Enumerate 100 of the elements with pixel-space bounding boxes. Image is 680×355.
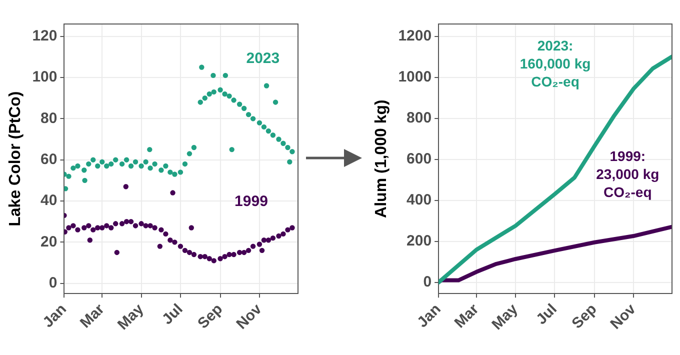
point bbox=[108, 161, 114, 167]
y-axis-title: Lake Color (PtCo) bbox=[7, 91, 24, 226]
annotation: 1999: 23,000 kg CO₂-eq bbox=[596, 148, 660, 200]
point bbox=[276, 233, 282, 239]
point bbox=[266, 238, 272, 243]
y-tick-label: 600 bbox=[406, 150, 432, 168]
point bbox=[206, 91, 212, 97]
point bbox=[168, 170, 173, 175]
x-tick-label: May bbox=[114, 300, 148, 334]
point bbox=[124, 157, 130, 162]
x-tick-label: Jul bbox=[158, 300, 186, 328]
point bbox=[123, 184, 128, 190]
y-tick-label: 100 bbox=[32, 68, 58, 86]
point bbox=[64, 186, 68, 192]
point bbox=[178, 244, 184, 249]
y-axis-title: Alum (1,000 kg) bbox=[373, 100, 390, 218]
point bbox=[218, 256, 223, 262]
point bbox=[241, 250, 247, 256]
point bbox=[290, 149, 295, 154]
point bbox=[229, 146, 234, 152]
point bbox=[259, 248, 265, 254]
point bbox=[250, 116, 256, 122]
point bbox=[266, 128, 272, 134]
point bbox=[186, 151, 192, 156]
point bbox=[290, 225, 295, 230]
point bbox=[270, 132, 276, 138]
point bbox=[128, 163, 134, 169]
point bbox=[191, 144, 197, 150]
point bbox=[163, 163, 168, 169]
point bbox=[128, 219, 134, 224]
point bbox=[82, 225, 87, 230]
y-tick-label: 60 bbox=[40, 150, 58, 168]
point bbox=[256, 242, 262, 247]
point bbox=[90, 157, 96, 162]
x-tick-label: Mar bbox=[76, 300, 108, 332]
y-tick-label: 0 bbox=[423, 274, 432, 290]
annotation: 2023: 160,000 kg CO₂-eq bbox=[520, 37, 591, 90]
y-tick-label: 800 bbox=[406, 109, 432, 126]
point bbox=[231, 252, 236, 258]
point bbox=[186, 250, 192, 256]
point bbox=[104, 163, 110, 169]
point bbox=[191, 252, 197, 258]
point bbox=[87, 238, 93, 243]
point bbox=[95, 225, 100, 230]
point bbox=[202, 96, 208, 101]
point bbox=[132, 223, 138, 228]
point bbox=[66, 174, 72, 179]
point bbox=[272, 100, 278, 105]
point bbox=[206, 256, 212, 262]
point bbox=[82, 168, 87, 173]
point bbox=[158, 227, 164, 232]
y-tick-label: 400 bbox=[406, 191, 432, 208]
point bbox=[152, 161, 158, 167]
point bbox=[188, 225, 194, 230]
point bbox=[158, 168, 164, 173]
point bbox=[236, 250, 242, 256]
point bbox=[246, 248, 252, 254]
x-tick-label: Sep bbox=[568, 300, 600, 332]
point bbox=[270, 235, 276, 241]
point bbox=[261, 238, 267, 243]
point bbox=[264, 83, 270, 88]
point bbox=[226, 93, 232, 99]
point bbox=[182, 248, 188, 254]
point bbox=[100, 225, 105, 230]
point bbox=[172, 240, 178, 245]
point bbox=[100, 159, 105, 165]
point bbox=[147, 146, 152, 152]
point bbox=[70, 223, 76, 228]
point bbox=[143, 223, 148, 228]
y-tick-label: 1200 bbox=[398, 27, 432, 44]
y-tick-label: 40 bbox=[40, 192, 58, 210]
point bbox=[236, 102, 242, 107]
point bbox=[226, 252, 232, 258]
point bbox=[211, 89, 216, 95]
series-label: 2023 bbox=[246, 50, 280, 68]
point bbox=[148, 165, 153, 171]
point bbox=[218, 87, 223, 92]
series-label: 1999 bbox=[234, 193, 268, 210]
y-tick-label: 80 bbox=[40, 110, 58, 127]
point bbox=[82, 178, 88, 184]
point bbox=[285, 144, 290, 150]
y-tick-label: 1000 bbox=[398, 68, 432, 86]
point bbox=[261, 124, 267, 130]
point bbox=[222, 91, 228, 97]
point bbox=[285, 227, 290, 232]
point bbox=[75, 163, 80, 169]
point bbox=[66, 225, 72, 230]
point bbox=[168, 238, 173, 243]
point bbox=[210, 72, 216, 78]
point bbox=[222, 254, 228, 260]
point bbox=[178, 170, 184, 175]
point bbox=[287, 159, 292, 165]
point bbox=[95, 163, 100, 169]
point bbox=[280, 140, 286, 146]
point bbox=[113, 157, 118, 162]
point bbox=[138, 163, 144, 169]
point bbox=[198, 100, 203, 105]
point bbox=[231, 98, 236, 103]
point bbox=[202, 254, 208, 260]
y-tick-label: 20 bbox=[40, 233, 58, 250]
